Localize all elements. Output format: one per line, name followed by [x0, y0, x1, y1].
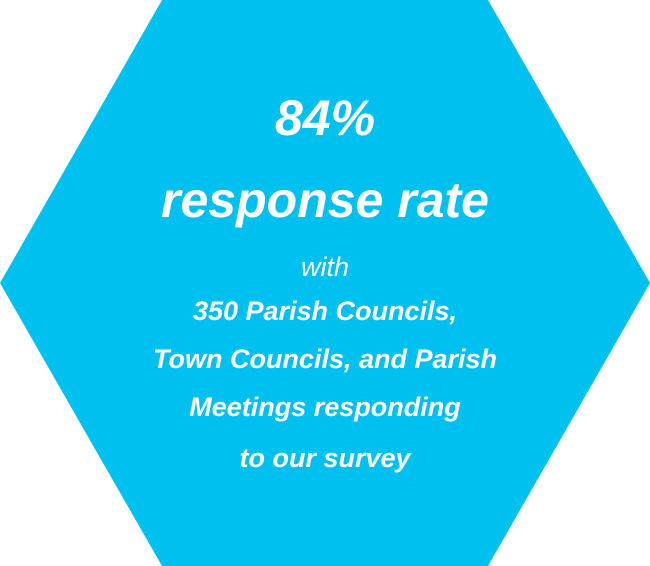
stat-headline: response rate	[161, 172, 489, 228]
detail-line-1: 350 Parish Councils,	[192, 296, 458, 326]
detail-line-4: to our survey	[239, 443, 411, 473]
stat-value: 84%	[274, 90, 376, 146]
connector-text: with	[300, 252, 349, 282]
detail-line-3: Meetings responding	[189, 392, 461, 422]
detail-line-2: Town Councils, and Parish	[152, 344, 498, 374]
